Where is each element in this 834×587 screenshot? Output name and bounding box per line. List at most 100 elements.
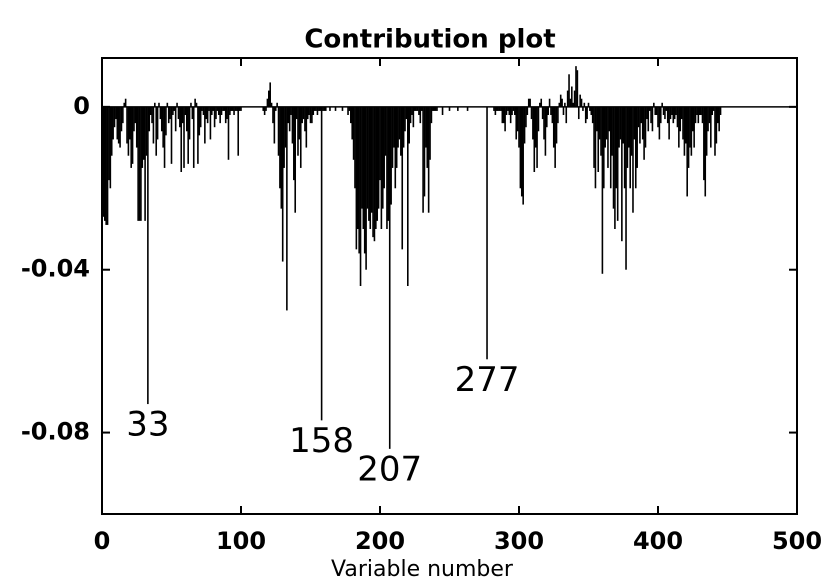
bar [586, 106, 588, 120]
bar [653, 102, 655, 107]
bar [432, 106, 434, 111]
bar [395, 106, 398, 168]
bar [537, 106, 540, 132]
bar [621, 106, 623, 242]
bar [263, 106, 266, 115]
bar [109, 106, 112, 189]
bar [148, 106, 151, 132]
bar [703, 106, 705, 181]
bar [313, 106, 316, 111]
bar [466, 106, 469, 111]
bar [644, 106, 647, 148]
x-tick-label: 0 [94, 527, 111, 555]
bar [685, 106, 687, 144]
bar [693, 106, 695, 148]
bar [272, 106, 274, 124]
bar [158, 102, 160, 107]
bar [650, 106, 652, 124]
bar [386, 106, 388, 229]
bar [583, 102, 586, 107]
bar [566, 90, 569, 107]
y-tick-label: -0.04 [21, 255, 90, 283]
bar [184, 106, 187, 115]
bar [409, 106, 412, 124]
bar [594, 106, 597, 189]
bar [616, 106, 619, 221]
bar [222, 106, 224, 111]
bar [682, 106, 684, 140]
bar [166, 102, 169, 107]
bar [504, 106, 506, 132]
bar [441, 106, 444, 115]
bar [112, 106, 114, 140]
bar [550, 106, 552, 115]
bar [170, 106, 173, 164]
annotation: 158 [289, 421, 354, 461]
bar [564, 102, 566, 107]
bar [712, 106, 715, 111]
bar [277, 106, 280, 156]
bar [457, 106, 459, 111]
bar [350, 106, 352, 124]
bar [165, 106, 167, 136]
bar [299, 106, 302, 168]
bar [516, 106, 519, 132]
bar [423, 106, 426, 197]
bar [669, 106, 672, 120]
bar [138, 106, 141, 221]
bar [512, 106, 515, 111]
bar [430, 106, 433, 124]
bar [433, 106, 436, 111]
bar [234, 106, 237, 111]
x-tick-label: 500 [772, 527, 822, 555]
bar [572, 102, 575, 107]
bar [162, 106, 164, 148]
bar [629, 106, 631, 189]
bar [152, 106, 155, 144]
bar [279, 106, 281, 189]
bar [546, 106, 548, 128]
bar [539, 102, 541, 107]
bar [686, 106, 688, 197]
bar [269, 82, 271, 107]
bar [194, 98, 196, 107]
bar [632, 106, 634, 213]
bar [127, 106, 130, 156]
bar [557, 106, 559, 124]
bar [216, 106, 219, 111]
bar [190, 102, 192, 107]
bar [141, 106, 144, 168]
bar [142, 106, 145, 160]
bar [622, 106, 625, 144]
bar [666, 106, 669, 124]
bar [618, 106, 620, 148]
bar [151, 106, 153, 124]
annotation: 33 [126, 405, 169, 445]
bar [238, 106, 241, 111]
bar [400, 106, 402, 156]
x-axis-label: Variable number [331, 557, 514, 582]
bar [493, 106, 495, 111]
bar [675, 106, 677, 115]
bar [411, 106, 413, 115]
bar [502, 106, 505, 124]
bar [226, 106, 228, 120]
bar [320, 106, 323, 421]
bar [377, 106, 380, 209]
bar [198, 106, 201, 136]
x-tick-label: 300 [494, 527, 544, 555]
bar [683, 106, 686, 156]
bar [213, 106, 216, 128]
bar [501, 106, 504, 124]
bar [281, 106, 284, 262]
bar [302, 106, 305, 120]
bar [515, 106, 518, 140]
bar [120, 106, 123, 132]
bar [197, 106, 199, 164]
bar [154, 102, 156, 107]
bar [102, 106, 105, 217]
bar [609, 106, 612, 189]
x-tick-label: 400 [633, 527, 683, 555]
bar [185, 106, 188, 132]
bar [404, 106, 406, 132]
